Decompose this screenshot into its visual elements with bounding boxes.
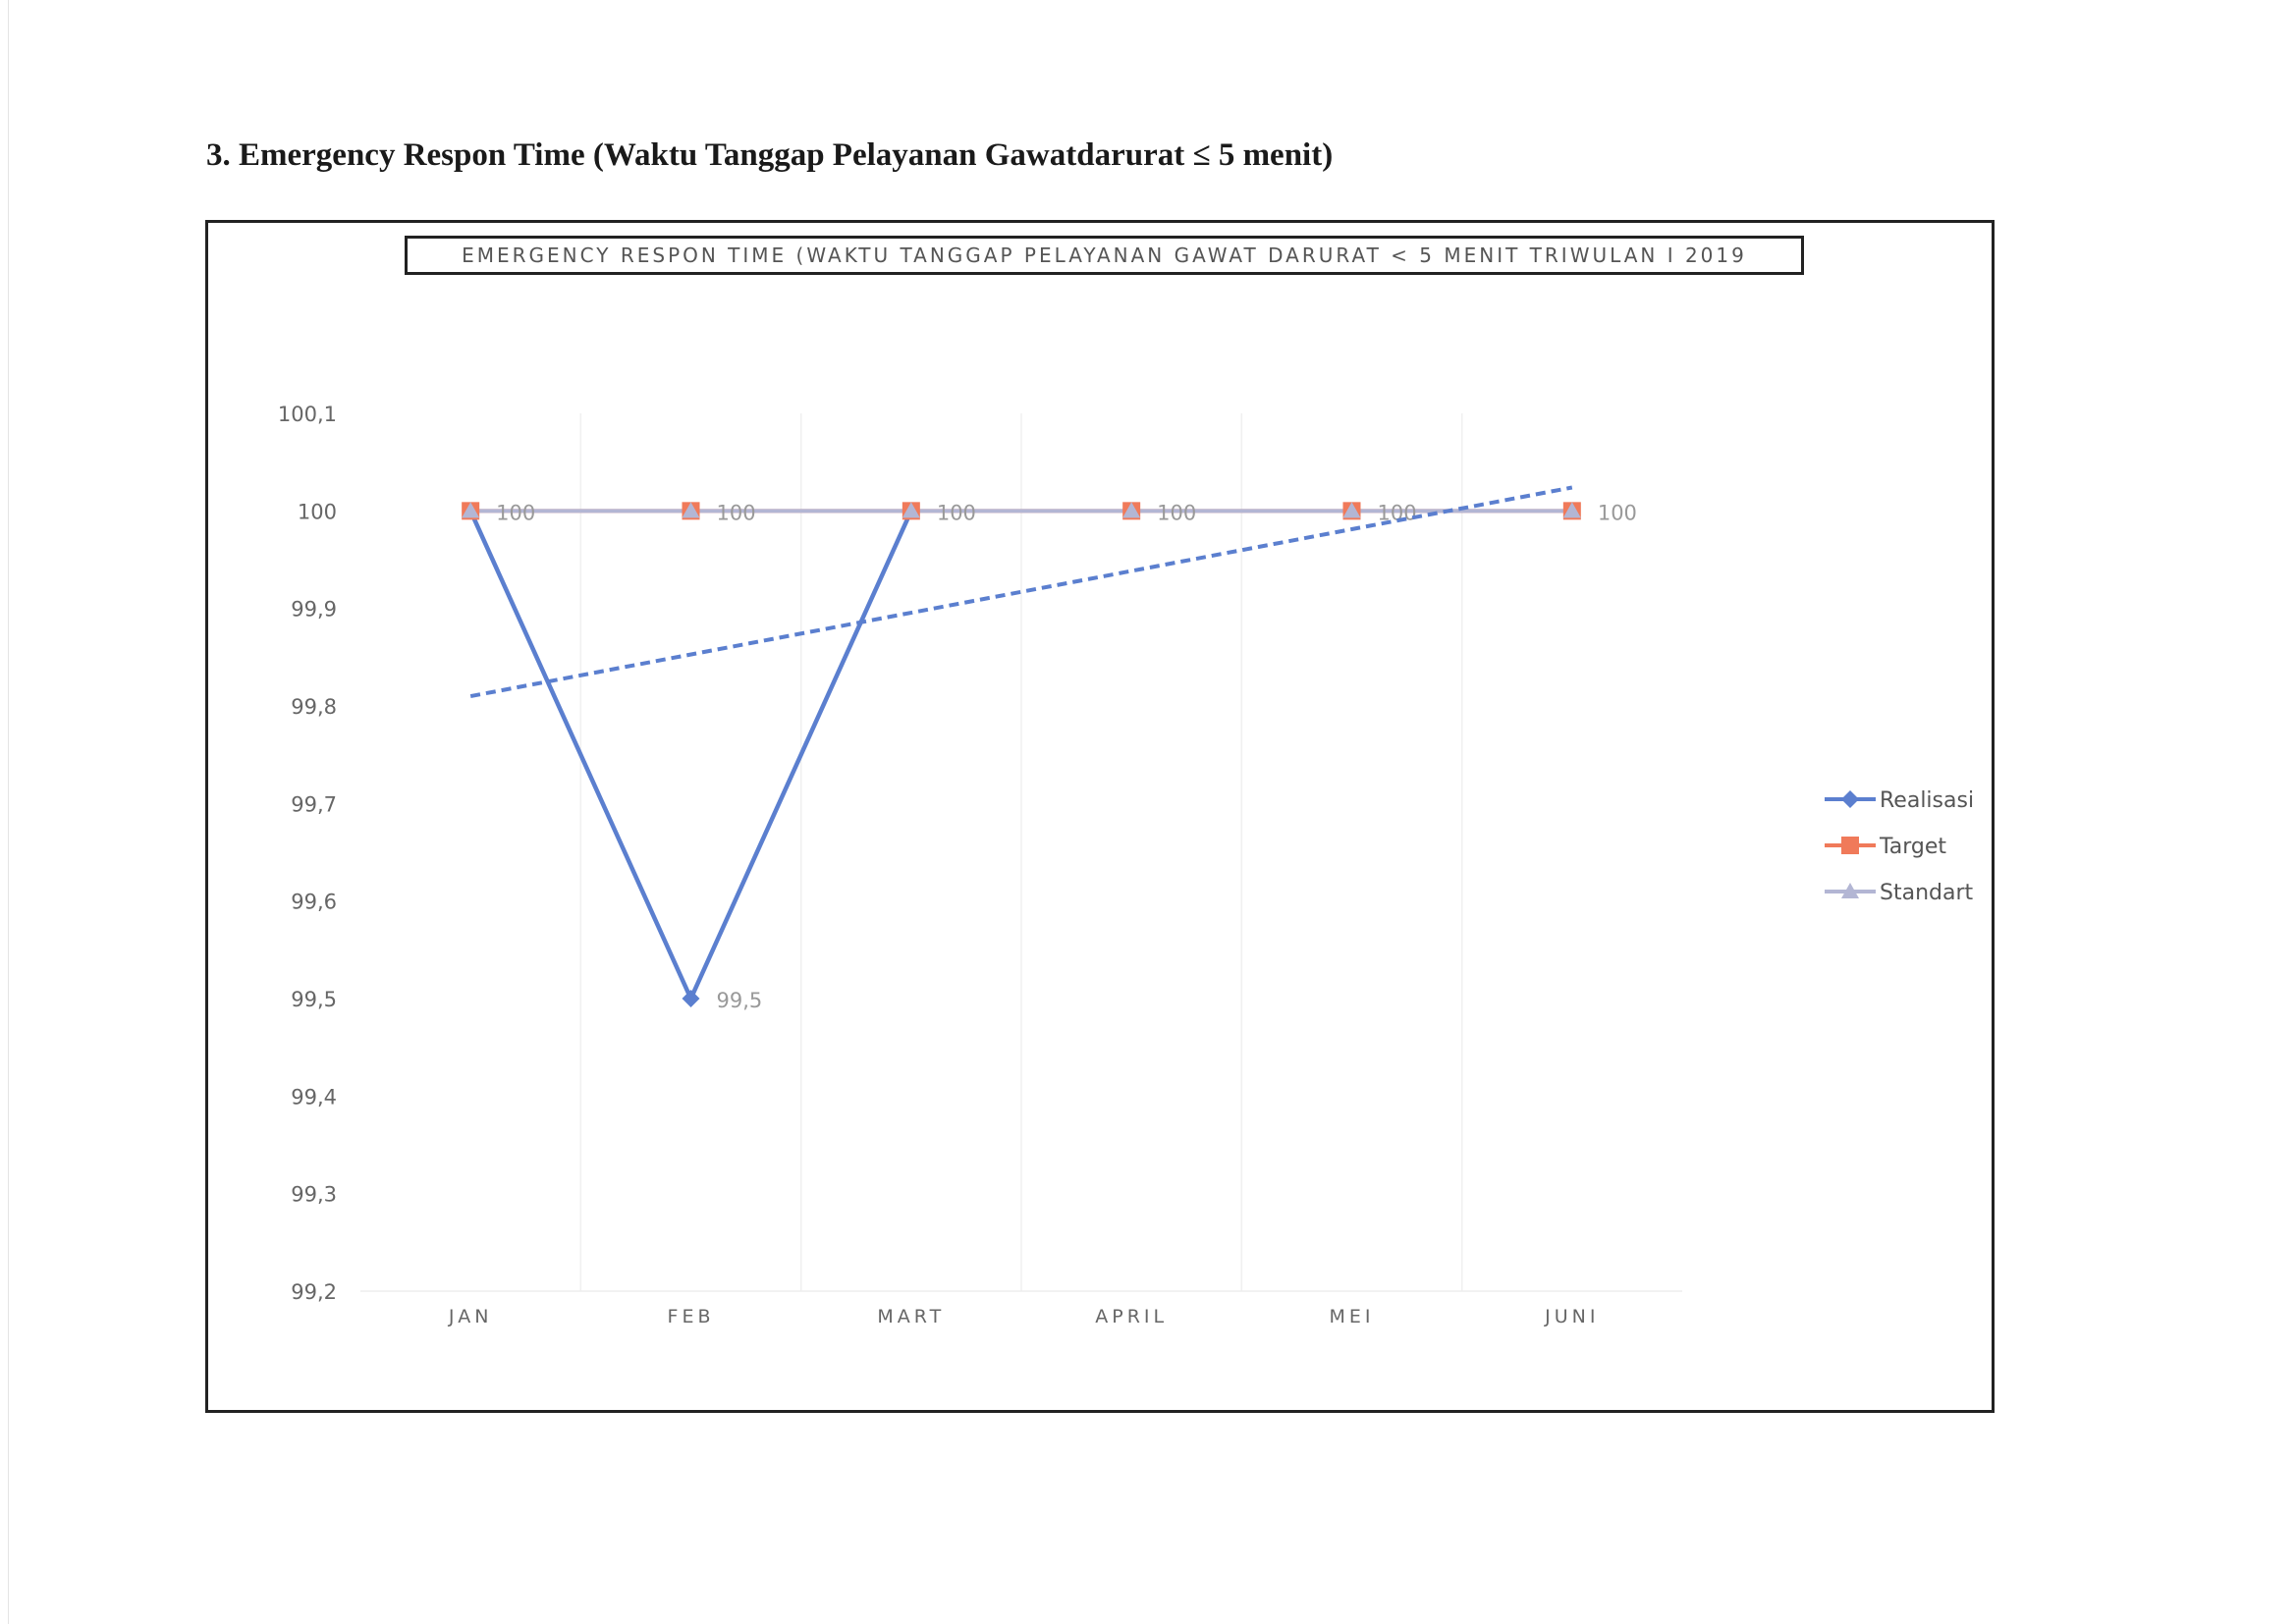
x-tick-label: MART	[877, 1306, 945, 1327]
trendline	[469, 485, 1573, 699]
series-line-realisasi	[468, 510, 913, 1004]
y-tick-label: 99,4	[291, 1085, 337, 1109]
legend-marker-target	[1841, 837, 1859, 854]
y-tick-label: 99,6	[291, 891, 337, 914]
data-point-standart	[462, 502, 480, 518]
data-label: 99,5	[717, 989, 763, 1012]
x-tick-label: MEI	[1329, 1306, 1374, 1327]
data-label: 100	[1157, 501, 1196, 524]
x-tick-label: JAN	[448, 1306, 492, 1327]
data-label: 100	[937, 501, 976, 524]
legend-label: Target	[1879, 835, 1946, 859]
data-point-standart	[1562, 502, 1581, 518]
data-label: 100	[717, 501, 756, 524]
data-label: 100	[1598, 501, 1637, 524]
x-tick-label: JUNI	[1544, 1306, 1599, 1327]
data-point-realisasi	[682, 990, 700, 1007]
data-label: 100	[496, 501, 535, 524]
data-point-standart	[682, 502, 700, 518]
y-tick-label: 100,1	[278, 403, 337, 426]
x-tick-label: FEB	[668, 1306, 715, 1327]
y-tick-label: 99,9	[291, 598, 337, 622]
y-tick-label: 99,3	[291, 1183, 337, 1207]
y-tick-label: 99,7	[291, 792, 337, 816]
chart-frame	[205, 220, 1995, 1413]
legend-marker-realisasi	[1841, 790, 1859, 808]
x-tick-label: APRIL	[1095, 1306, 1168, 1327]
y-tick-label: 99,2	[291, 1280, 337, 1304]
y-tick-label: 100	[298, 500, 337, 523]
section-heading: 3. Emergency Respon Time (Waktu Tanggap …	[206, 137, 1334, 173]
data-point-standart	[1342, 502, 1361, 518]
chart-title: EMERGENCY RESPON TIME (WAKTU TANGGAP PEL…	[405, 236, 1804, 275]
data-point-standart	[902, 502, 920, 518]
y-tick-label: 99,5	[291, 988, 337, 1011]
legend-label: Realisasi	[1880, 788, 1974, 813]
page-edge	[8, 0, 9, 1624]
data-point-standart	[1122, 502, 1141, 518]
legend-marker-standart	[1841, 883, 1859, 898]
y-tick-label: 99,8	[291, 695, 337, 719]
legend-label: Standart	[1880, 881, 1974, 905]
